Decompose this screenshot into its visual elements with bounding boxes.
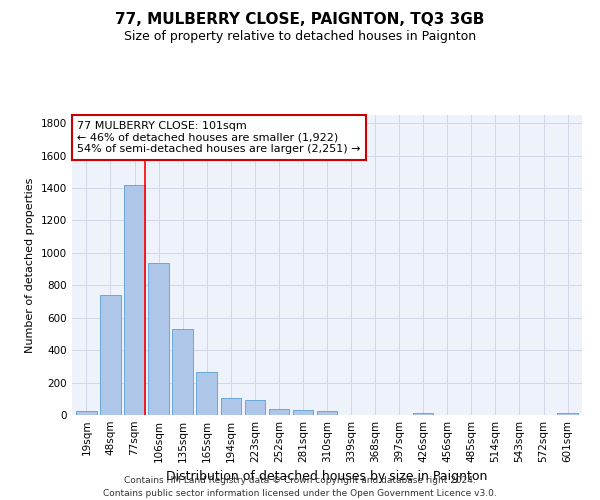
Bar bbox=[413, 412, 433, 415]
Text: 77 MULBERRY CLOSE: 101sqm
← 46% of detached houses are smaller (1,922)
54% of se: 77 MULBERRY CLOSE: 101sqm ← 46% of detac… bbox=[77, 121, 361, 154]
X-axis label: Distribution of detached houses by size in Paignton: Distribution of detached houses by size … bbox=[166, 470, 488, 484]
Bar bbox=[245, 400, 265, 415]
Bar bbox=[269, 408, 289, 415]
Bar bbox=[317, 412, 337, 415]
Text: 77, MULBERRY CLOSE, PAIGNTON, TQ3 3GB: 77, MULBERRY CLOSE, PAIGNTON, TQ3 3GB bbox=[115, 12, 485, 28]
Bar bbox=[124, 184, 145, 415]
Bar bbox=[172, 329, 193, 415]
Bar bbox=[293, 410, 313, 415]
Text: Contains HM Land Registry data © Crown copyright and database right 2024.
Contai: Contains HM Land Registry data © Crown c… bbox=[103, 476, 497, 498]
Bar bbox=[221, 398, 241, 415]
Bar bbox=[100, 295, 121, 415]
Y-axis label: Number of detached properties: Number of detached properties bbox=[25, 178, 35, 352]
Bar bbox=[76, 412, 97, 415]
Bar bbox=[148, 264, 169, 415]
Bar bbox=[196, 372, 217, 415]
Text: Size of property relative to detached houses in Paignton: Size of property relative to detached ho… bbox=[124, 30, 476, 43]
Bar bbox=[557, 413, 578, 415]
